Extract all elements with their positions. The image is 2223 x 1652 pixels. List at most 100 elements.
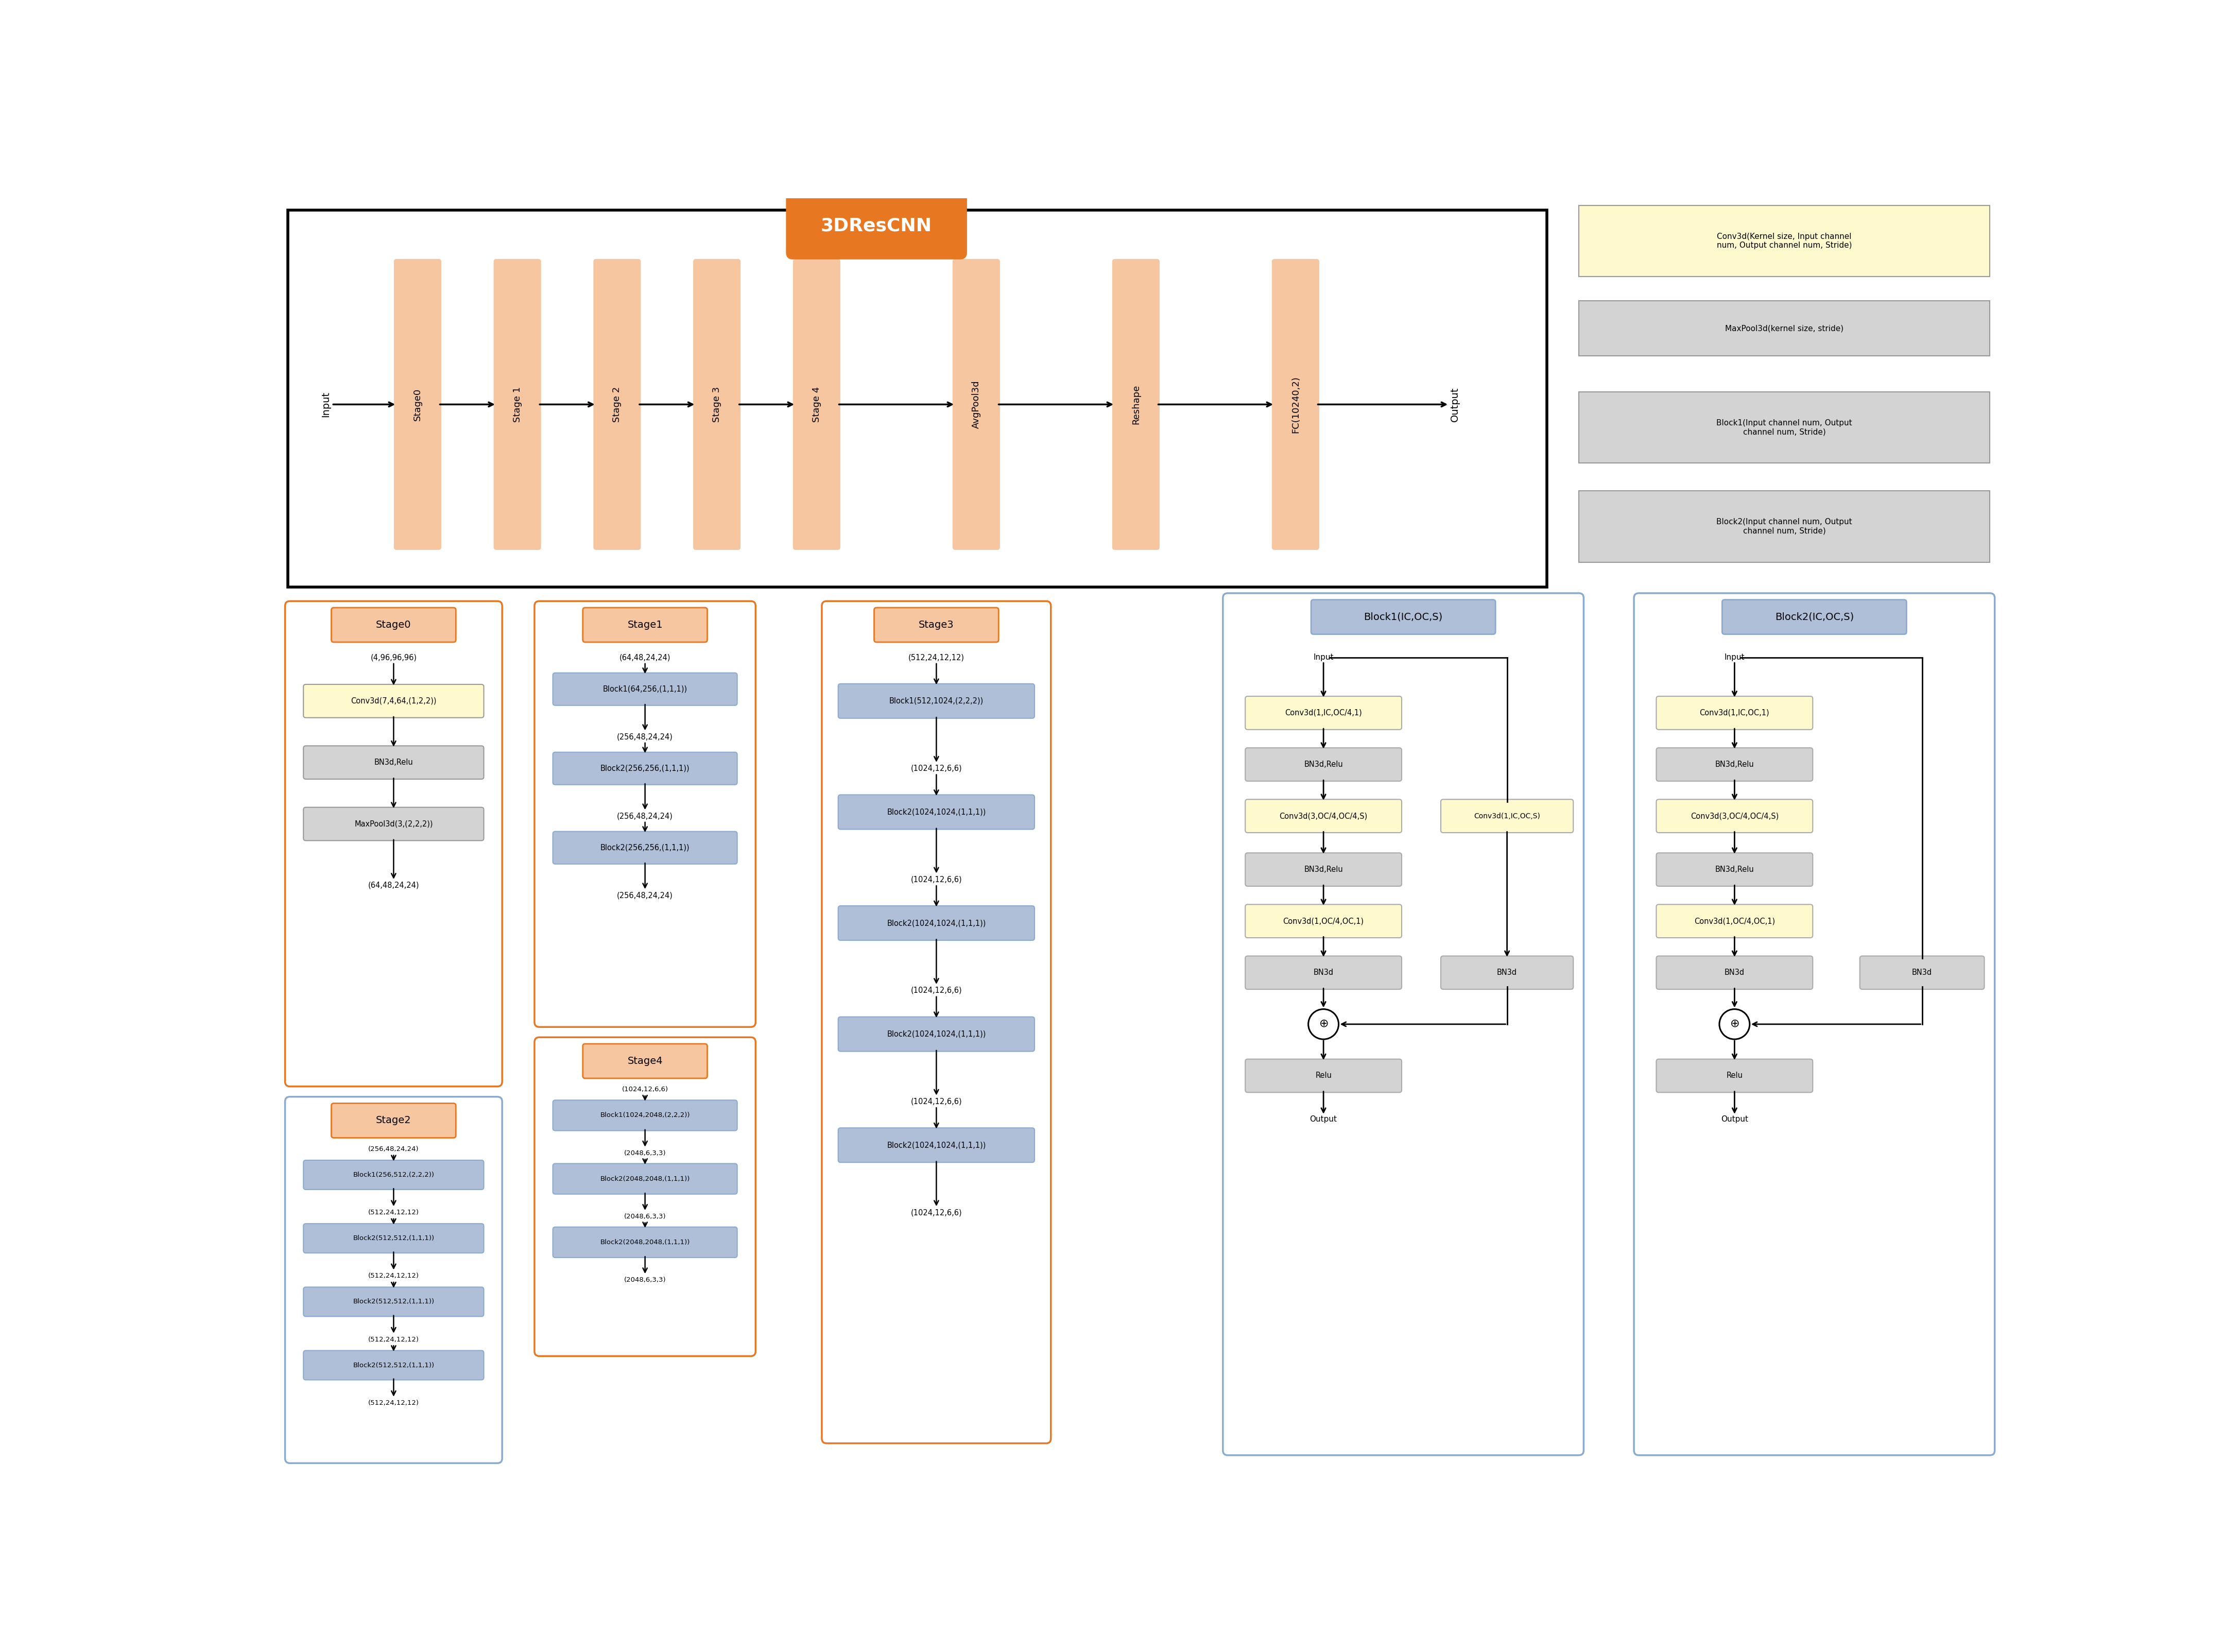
- Text: Block1(512,1024,(2,2,2)): Block1(512,1024,(2,2,2)): [889, 697, 983, 705]
- Text: MaxPool3d(kernel size, stride): MaxPool3d(kernel size, stride): [1725, 324, 1843, 332]
- FancyBboxPatch shape: [787, 193, 967, 259]
- Text: (1024,12,6,6): (1024,12,6,6): [911, 986, 963, 995]
- Text: $\oplus$: $\oplus$: [1318, 1019, 1329, 1029]
- Text: Stage2: Stage2: [376, 1115, 411, 1125]
- FancyBboxPatch shape: [285, 601, 502, 1087]
- Text: Block2(2048,2048,(1,1,1)): Block2(2048,2048,(1,1,1)): [600, 1239, 689, 1246]
- FancyBboxPatch shape: [331, 1104, 456, 1138]
- Text: BN3d: BN3d: [1496, 968, 1516, 976]
- Text: Block2(1024,1024,(1,1,1)): Block2(1024,1024,(1,1,1)): [887, 1031, 985, 1037]
- FancyBboxPatch shape: [554, 831, 738, 864]
- FancyBboxPatch shape: [1245, 957, 1403, 990]
- FancyBboxPatch shape: [1245, 800, 1403, 833]
- Text: Block2(512,512,(1,1,1)): Block2(512,512,(1,1,1)): [353, 1298, 433, 1305]
- Text: Output: Output: [1721, 1115, 1747, 1123]
- Text: (512,24,12,12): (512,24,12,12): [369, 1209, 420, 1216]
- FancyBboxPatch shape: [554, 1100, 738, 1130]
- FancyBboxPatch shape: [1245, 1059, 1403, 1092]
- FancyBboxPatch shape: [554, 1227, 738, 1257]
- FancyBboxPatch shape: [594, 259, 640, 550]
- Text: Block2(512,512,(1,1,1)): Block2(512,512,(1,1,1)): [353, 1361, 433, 1368]
- Text: Conv3d(Kernel size, Input channel
num, Output channel num, Stride): Conv3d(Kernel size, Input channel num, O…: [1716, 233, 1852, 249]
- Text: (1024,12,6,6): (1024,12,6,6): [911, 1209, 963, 1216]
- Text: Output: Output: [1449, 387, 1461, 421]
- Text: Stage1: Stage1: [627, 620, 662, 629]
- FancyBboxPatch shape: [1223, 593, 1583, 1455]
- FancyBboxPatch shape: [838, 684, 1034, 719]
- FancyBboxPatch shape: [554, 1163, 738, 1194]
- FancyBboxPatch shape: [1656, 800, 1812, 833]
- Text: Block1(Input channel num, Output
channel num, Stride): Block1(Input channel num, Output channel…: [1716, 420, 1852, 436]
- FancyBboxPatch shape: [554, 752, 738, 785]
- Text: (256,48,24,24): (256,48,24,24): [618, 733, 674, 740]
- Text: Conv3d(1,IC,OC,S): Conv3d(1,IC,OC,S): [1474, 813, 1541, 819]
- Text: (1024,12,6,6): (1024,12,6,6): [911, 1097, 963, 1105]
- Text: BN3d,Relu: BN3d,Relu: [1714, 866, 1754, 874]
- FancyBboxPatch shape: [1656, 1059, 1812, 1092]
- Text: (64,48,24,24): (64,48,24,24): [620, 654, 671, 661]
- FancyBboxPatch shape: [1245, 904, 1403, 938]
- Text: FC(10240,2): FC(10240,2): [1292, 377, 1300, 433]
- Text: (64,48,24,24): (64,48,24,24): [369, 882, 420, 889]
- FancyBboxPatch shape: [302, 1287, 485, 1317]
- Text: Conv3d(1,OC/4,OC,1): Conv3d(1,OC/4,OC,1): [1694, 917, 1774, 925]
- FancyBboxPatch shape: [393, 259, 440, 550]
- FancyBboxPatch shape: [823, 601, 1051, 1444]
- FancyBboxPatch shape: [1245, 852, 1403, 885]
- Text: Block2(512,512,(1,1,1)): Block2(512,512,(1,1,1)): [353, 1236, 433, 1242]
- Text: Input: Input: [1314, 654, 1334, 661]
- Text: (256,48,24,24): (256,48,24,24): [618, 892, 674, 899]
- Text: Block1(1024,2048,(2,2,2)): Block1(1024,2048,(2,2,2)): [600, 1112, 689, 1118]
- Text: BN3d,Relu: BN3d,Relu: [1305, 760, 1343, 768]
- FancyBboxPatch shape: [838, 795, 1034, 829]
- FancyBboxPatch shape: [582, 1044, 707, 1079]
- Text: Block1(64,256,(1,1,1)): Block1(64,256,(1,1,1)): [602, 686, 687, 692]
- Text: Block2(2048,2048,(1,1,1)): Block2(2048,2048,(1,1,1)): [600, 1176, 689, 1183]
- Text: Block2(1024,1024,(1,1,1)): Block2(1024,1024,(1,1,1)): [887, 1142, 985, 1150]
- Text: (2048,6,3,3): (2048,6,3,3): [625, 1277, 667, 1284]
- Text: Block2(Input channel num, Output
channel num, Stride): Block2(Input channel num, Output channel…: [1716, 519, 1852, 535]
- FancyBboxPatch shape: [1441, 957, 1574, 990]
- Text: (1024,12,6,6): (1024,12,6,6): [911, 876, 963, 884]
- Text: (256,48,24,24): (256,48,24,24): [618, 813, 674, 819]
- FancyBboxPatch shape: [1656, 695, 1812, 730]
- Text: Output: Output: [1309, 1115, 1336, 1123]
- Bar: [1578, 392, 1990, 463]
- Text: (256,48,24,24): (256,48,24,24): [369, 1146, 418, 1153]
- FancyBboxPatch shape: [1656, 957, 1812, 990]
- FancyBboxPatch shape: [302, 1351, 485, 1379]
- FancyBboxPatch shape: [302, 745, 485, 780]
- Text: Block1(IC,OC,S): Block1(IC,OC,S): [1365, 613, 1443, 621]
- FancyBboxPatch shape: [1656, 904, 1812, 938]
- FancyBboxPatch shape: [285, 1097, 502, 1464]
- Text: Stage 2: Stage 2: [614, 387, 622, 423]
- Text: Input: Input: [320, 392, 331, 418]
- FancyBboxPatch shape: [534, 601, 756, 1028]
- Text: (4,96,96,96): (4,96,96,96): [371, 654, 416, 661]
- Text: BN3d,Relu: BN3d,Relu: [1714, 760, 1754, 768]
- Bar: [1578, 491, 1990, 562]
- Text: 3DResCNN: 3DResCNN: [820, 218, 931, 235]
- Text: Input: Input: [1725, 654, 1745, 661]
- Text: Block2(1024,1024,(1,1,1)): Block2(1024,1024,(1,1,1)): [887, 919, 985, 927]
- FancyBboxPatch shape: [1312, 600, 1496, 634]
- FancyBboxPatch shape: [694, 259, 740, 550]
- Text: Stage0: Stage0: [376, 620, 411, 629]
- Text: (512,24,12,12): (512,24,12,12): [369, 1399, 420, 1406]
- FancyBboxPatch shape: [302, 1160, 485, 1189]
- FancyBboxPatch shape: [1634, 593, 1994, 1455]
- FancyBboxPatch shape: [554, 672, 738, 705]
- Text: Conv3d(3,OC/4,OC/4,S): Conv3d(3,OC/4,OC/4,S): [1689, 813, 1778, 819]
- Text: BN3d,Relu: BN3d,Relu: [1305, 866, 1343, 874]
- FancyBboxPatch shape: [1245, 748, 1403, 781]
- Text: (512,24,12,12): (512,24,12,12): [369, 1336, 420, 1343]
- FancyBboxPatch shape: [1272, 259, 1318, 550]
- FancyBboxPatch shape: [1861, 957, 1985, 990]
- Bar: [1578, 301, 1990, 357]
- Text: (2048,6,3,3): (2048,6,3,3): [625, 1150, 667, 1156]
- Text: Stage 1: Stage 1: [514, 387, 522, 423]
- Text: Block2(1024,1024,(1,1,1)): Block2(1024,1024,(1,1,1)): [887, 808, 985, 816]
- Text: (512,24,12,12): (512,24,12,12): [909, 654, 965, 661]
- FancyBboxPatch shape: [582, 608, 707, 643]
- FancyBboxPatch shape: [838, 1018, 1034, 1051]
